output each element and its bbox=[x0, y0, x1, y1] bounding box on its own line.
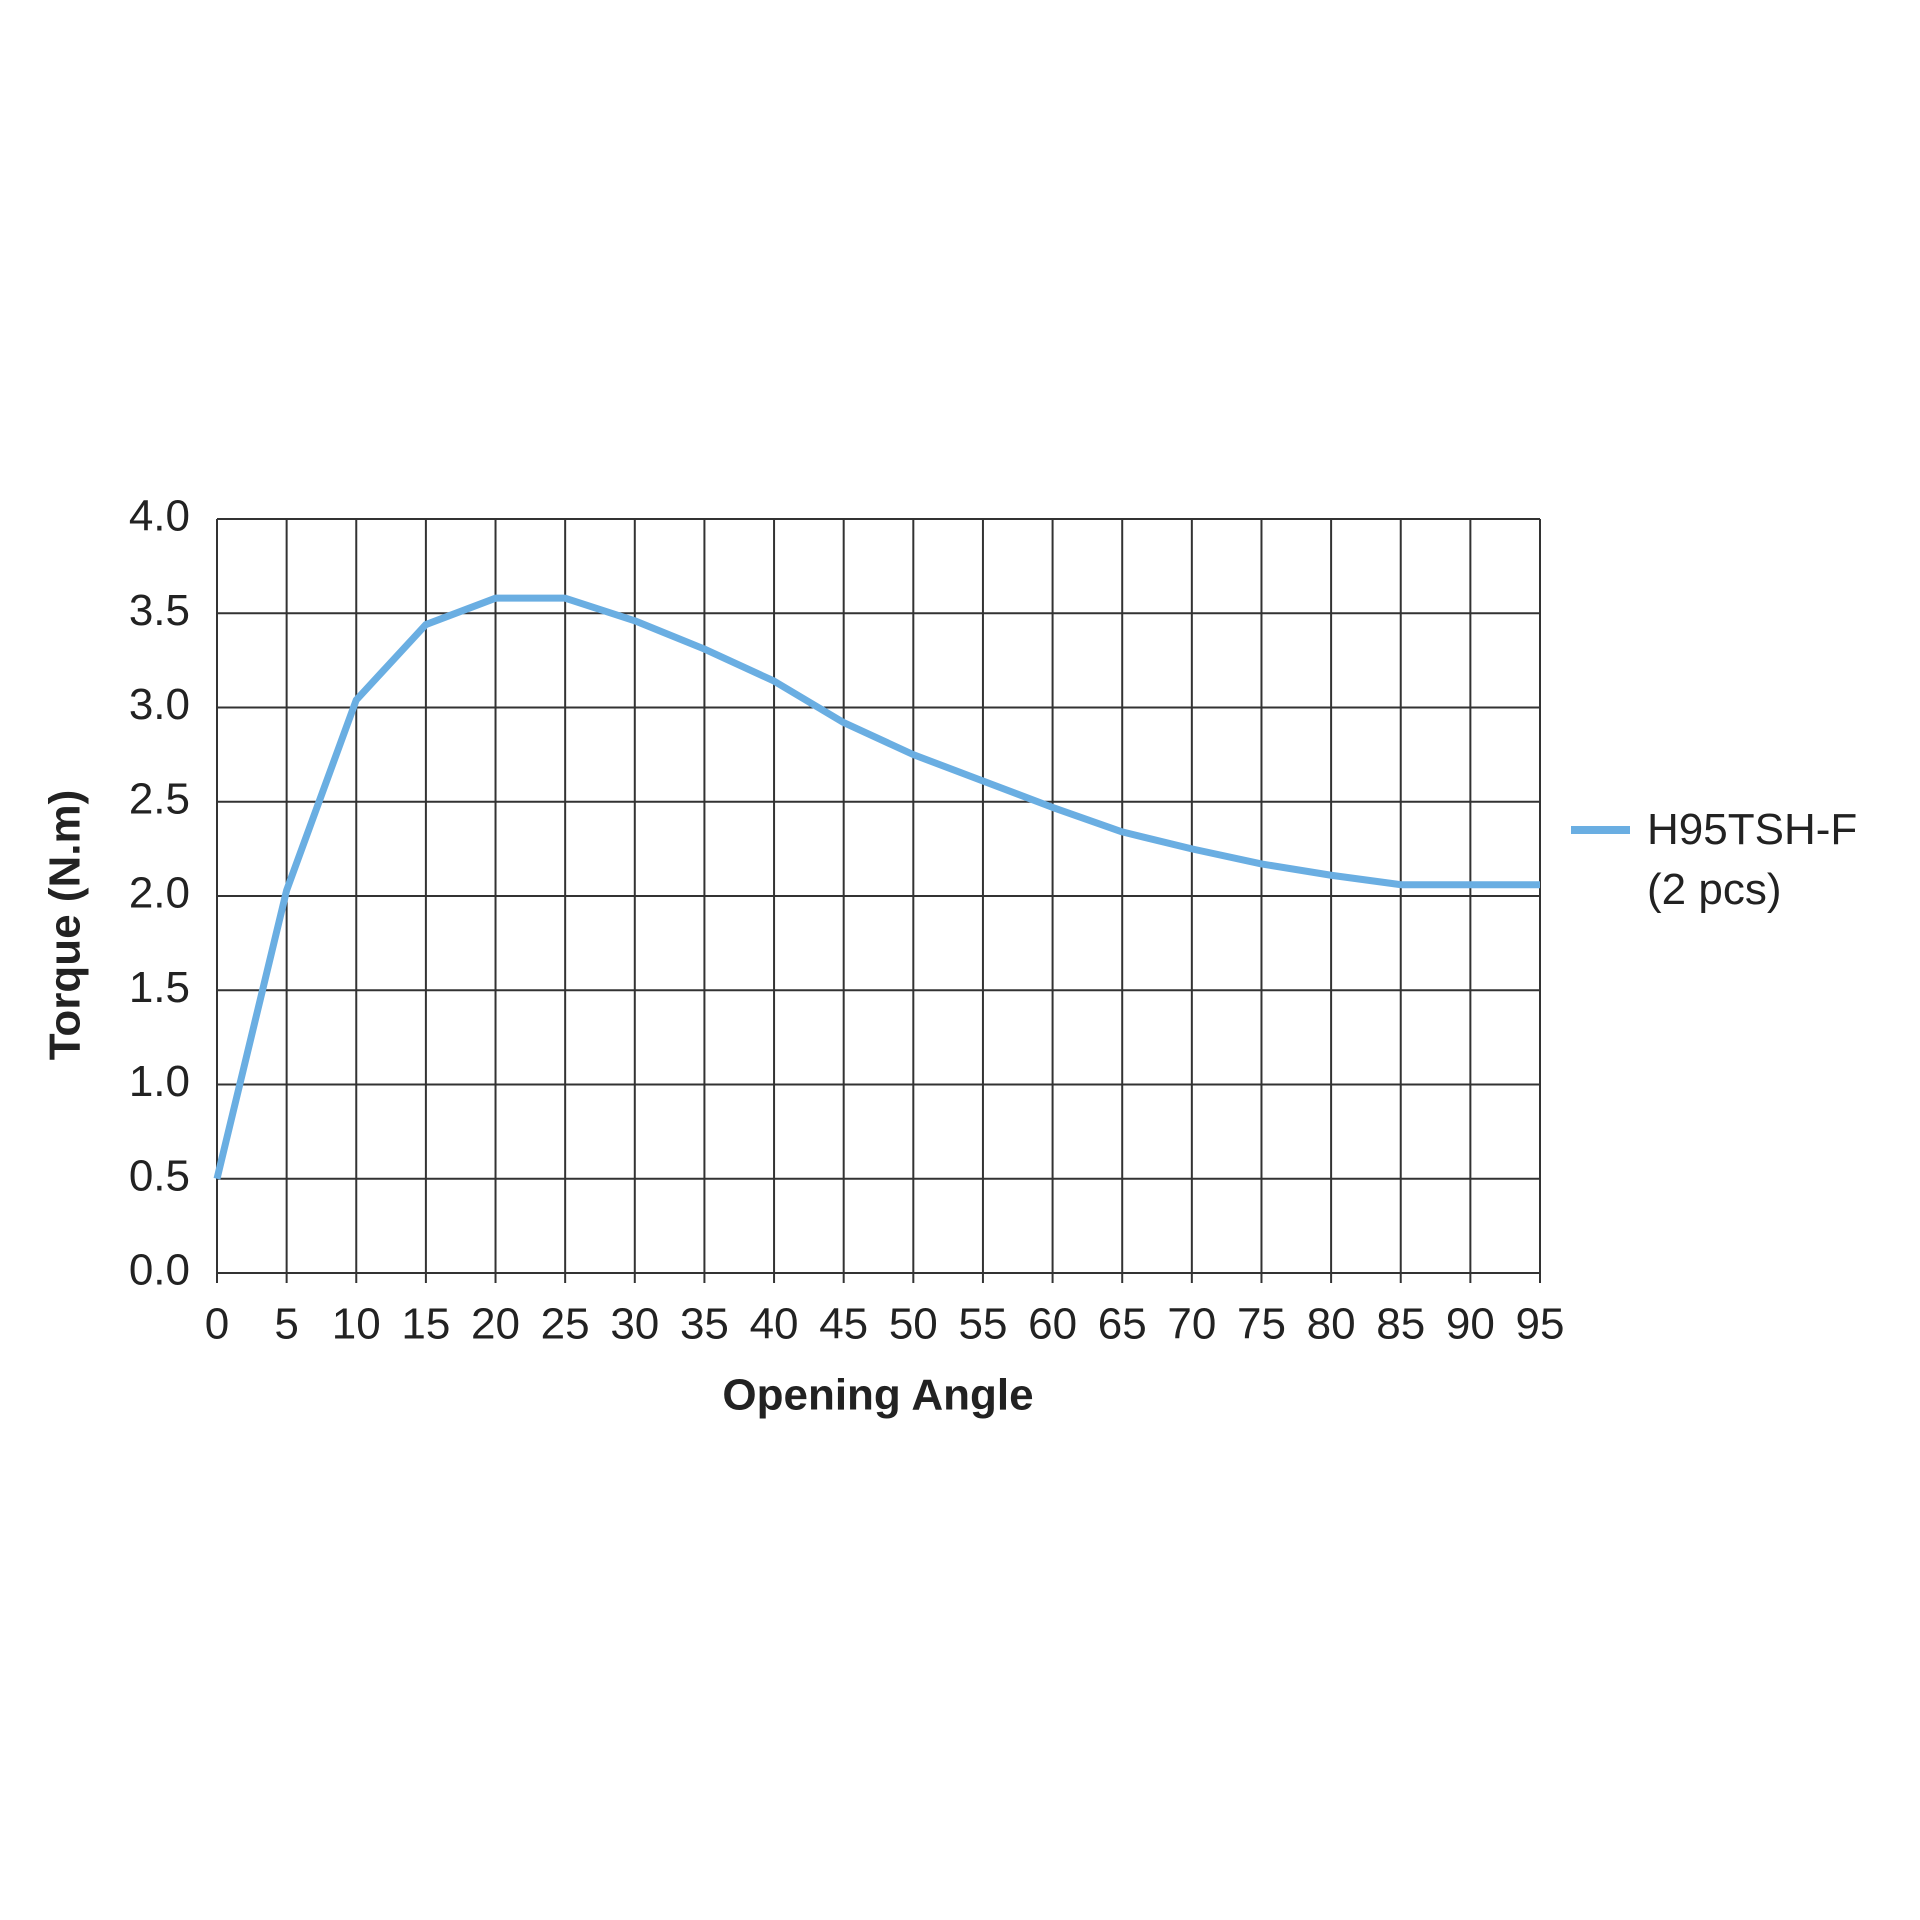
y-tick-label: 2.5 bbox=[129, 774, 190, 823]
x-tick-label: 0 bbox=[205, 1300, 229, 1349]
x-tick-label: 95 bbox=[1516, 1300, 1565, 1349]
x-tick-label: 60 bbox=[1028, 1300, 1077, 1349]
x-tick-label: 25 bbox=[541, 1300, 590, 1349]
x-tick-label: 90 bbox=[1446, 1300, 1495, 1349]
x-axis-title: Opening Angle bbox=[722, 1371, 1033, 1420]
x-tick-label: 15 bbox=[401, 1300, 450, 1349]
y-tick-label: 1.5 bbox=[129, 963, 190, 1012]
x-tick-label: 20 bbox=[471, 1300, 520, 1349]
y-tick-label: 4.0 bbox=[129, 492, 190, 541]
x-tick-label: 30 bbox=[610, 1300, 659, 1349]
y-tick-label: 3.0 bbox=[129, 680, 190, 729]
x-tick-label: 45 bbox=[819, 1300, 868, 1349]
x-tick-label: 5 bbox=[274, 1300, 298, 1349]
x-tick-label: 65 bbox=[1098, 1300, 1147, 1349]
legend-label: H95TSH-F (2 pcs) bbox=[1647, 805, 1858, 914]
x-tick-label: 10 bbox=[332, 1300, 381, 1349]
y-tick-label: 3.5 bbox=[129, 586, 190, 635]
x-tick-label: 70 bbox=[1167, 1300, 1216, 1349]
x-tick-label: 50 bbox=[889, 1300, 938, 1349]
x-tick-label: 35 bbox=[680, 1300, 729, 1349]
y-tick-label: 0.0 bbox=[129, 1246, 190, 1295]
y-tick-label: 0.5 bbox=[129, 1151, 190, 1200]
y-tick-label: 2.0 bbox=[129, 869, 190, 918]
x-tick-label: 55 bbox=[958, 1300, 1007, 1349]
x-tick-label: 75 bbox=[1237, 1300, 1286, 1349]
x-tick-label: 80 bbox=[1307, 1300, 1356, 1349]
x-tick-label: 85 bbox=[1376, 1300, 1425, 1349]
x-tick-label: 40 bbox=[750, 1300, 799, 1349]
y-tick-label: 1.0 bbox=[129, 1057, 190, 1106]
data-line bbox=[213, 594, 1540, 1180]
y-axis-title: Torque (N.m) bbox=[41, 790, 90, 1061]
